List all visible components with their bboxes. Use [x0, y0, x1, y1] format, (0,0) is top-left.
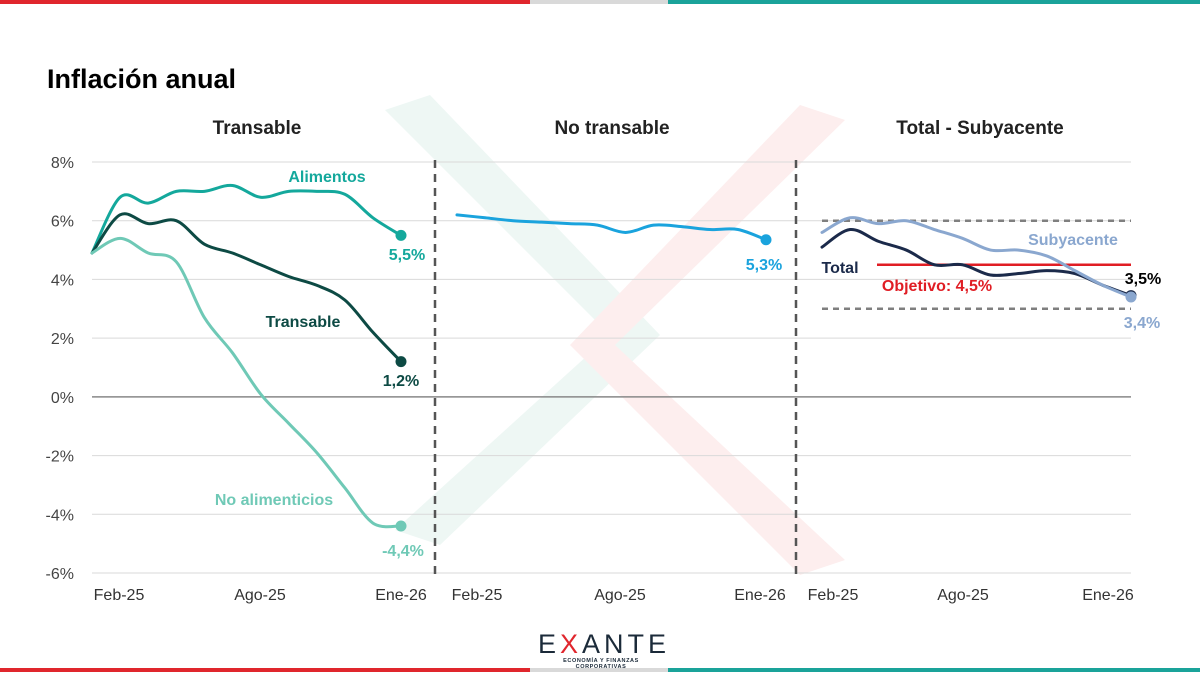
x-tick-label: Feb-25: [94, 587, 145, 604]
bottom-stripe-gray: [530, 668, 668, 672]
exante-logo: EXANTE ECONOMÍA Y FINANZAS CORPORATIVAS: [538, 629, 671, 670]
end-label-subyacente: 3,4%: [1124, 315, 1160, 332]
logo-subtitle: ECONOMÍA Y FINANZAS CORPORATIVAS: [563, 658, 639, 670]
series-line-total: [820, 228, 1133, 298]
panel-title-transable: Transable: [212, 118, 302, 139]
series-line-no-transable: [455, 213, 768, 242]
watermark-right-stroke: [570, 105, 845, 575]
x-tick-label: Ago-25: [594, 587, 646, 604]
end-label-no-alimenticios: -4,4%: [382, 543, 424, 560]
end-marker-no-alimenticios: [395, 520, 407, 532]
y-tick-label: 8%: [51, 155, 74, 172]
series-line-no-alimenticios: [90, 236, 403, 529]
logo-wordmark: EXANTE: [538, 629, 671, 659]
target-label: Objetivo: 4,5%: [882, 278, 992, 295]
x-tick-label: Feb-25: [808, 587, 859, 604]
end-marker-alimentos: [395, 229, 407, 241]
bottom-stripe-red: [0, 668, 530, 672]
x-tick-label: Feb-25: [452, 587, 503, 604]
x-tick-label: Ago-25: [234, 587, 286, 604]
panel-title-total-subyacente: Total - Subyacente: [896, 118, 1064, 139]
y-tick-label: 0%: [51, 390, 74, 407]
end-label-alimentos: 5,5%: [389, 247, 425, 264]
series-label-transable: Transable: [266, 314, 341, 331]
x-tick-label: Ago-25: [937, 587, 989, 604]
y-tick-label: 4%: [51, 272, 74, 289]
bottom-stripe-teal: [668, 668, 1200, 672]
end-marker-no-transable: [760, 234, 772, 246]
series-label-no-alimenticios: No alimenticios: [215, 492, 333, 509]
top-stripe-gray: [530, 0, 668, 4]
series-label-subyacente: Subyacente: [1028, 232, 1118, 249]
series-line-subyacente: [820, 216, 1133, 299]
panel-title-no-transable: No transable: [554, 118, 670, 139]
top-stripe-red: [0, 0, 530, 4]
end-marker-subyacente: [1125, 291, 1137, 303]
series-line-transable: [90, 212, 403, 364]
end-marker-transable: [395, 356, 407, 368]
series-line-alimentos: [90, 183, 403, 255]
end-label-no-transable: 5,3%: [746, 257, 782, 274]
end-label-transable: 1,2%: [383, 373, 419, 390]
x-tick-label: Ene-26: [375, 587, 427, 604]
x-tick-label: Ene-26: [1082, 587, 1134, 604]
y-tick-label: -2%: [46, 449, 74, 466]
page-title: Inflación anual: [47, 64, 237, 94]
y-tick-label: -6%: [46, 566, 74, 583]
y-tick-label: -4%: [46, 507, 74, 524]
y-tick-label: 2%: [51, 331, 74, 348]
series-label-alimentos: Alimentos: [288, 169, 365, 186]
end-label-total: 3,5%: [1125, 271, 1161, 288]
x-tick-label: Ene-26: [734, 587, 786, 604]
y-tick-label: 6%: [51, 214, 74, 231]
series-label-total: Total: [821, 260, 858, 277]
top-stripe-teal: [668, 0, 1200, 4]
